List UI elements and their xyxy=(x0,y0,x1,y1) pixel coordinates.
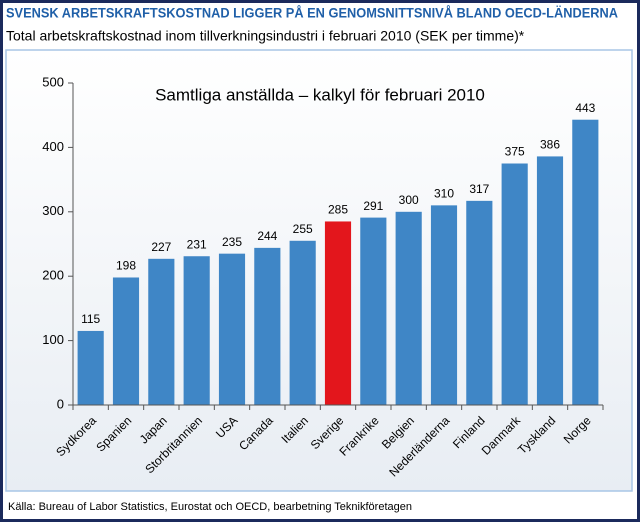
bar xyxy=(395,211,422,405)
bar xyxy=(501,163,528,405)
data-label: 244 xyxy=(257,229,277,243)
data-label: 317 xyxy=(469,182,489,196)
bar xyxy=(289,240,316,405)
bar xyxy=(77,330,104,405)
bar xyxy=(218,253,246,405)
chart-subtitle: Total arbetskraftskostnad inom tillverkn… xyxy=(6,28,525,44)
data-label: 255 xyxy=(293,222,313,236)
source: Källa: Bureau of Labor Statistics, Euros… xyxy=(8,501,412,513)
bar xyxy=(183,256,210,405)
bar xyxy=(324,221,352,405)
data-label: 300 xyxy=(399,193,419,207)
y-tick-label: 100 xyxy=(42,332,64,347)
data-label: 115 xyxy=(81,312,100,326)
y-tick-label: 300 xyxy=(42,203,64,218)
data-label: 227 xyxy=(151,240,171,254)
chart-title: SVENSK ARBETSKRAFTSKOSTNAD LIGGER PÅ EN … xyxy=(6,6,618,21)
bar xyxy=(112,277,140,405)
data-label: 386 xyxy=(540,138,560,152)
bar xyxy=(254,247,281,405)
data-label: 443 xyxy=(575,101,595,115)
data-label: 235 xyxy=(222,235,242,249)
data-label: 285 xyxy=(328,203,348,217)
bar xyxy=(148,258,175,405)
bar xyxy=(430,205,458,405)
data-label: 375 xyxy=(505,145,525,159)
bar xyxy=(360,217,387,405)
data-label: 198 xyxy=(116,259,136,273)
y-tick-label: 0 xyxy=(57,396,64,411)
annotation: Samtliga anställda – kalkyl för februari… xyxy=(155,85,485,104)
data-label: 291 xyxy=(363,199,383,213)
y-tick-label: 500 xyxy=(42,74,64,89)
bar xyxy=(572,119,599,405)
bar xyxy=(536,156,564,405)
y-tick-label: 200 xyxy=(42,268,64,283)
data-label: 310 xyxy=(434,187,454,201)
data-label: 231 xyxy=(187,237,207,251)
y-tick-label: 400 xyxy=(42,139,64,154)
bar xyxy=(466,200,493,405)
